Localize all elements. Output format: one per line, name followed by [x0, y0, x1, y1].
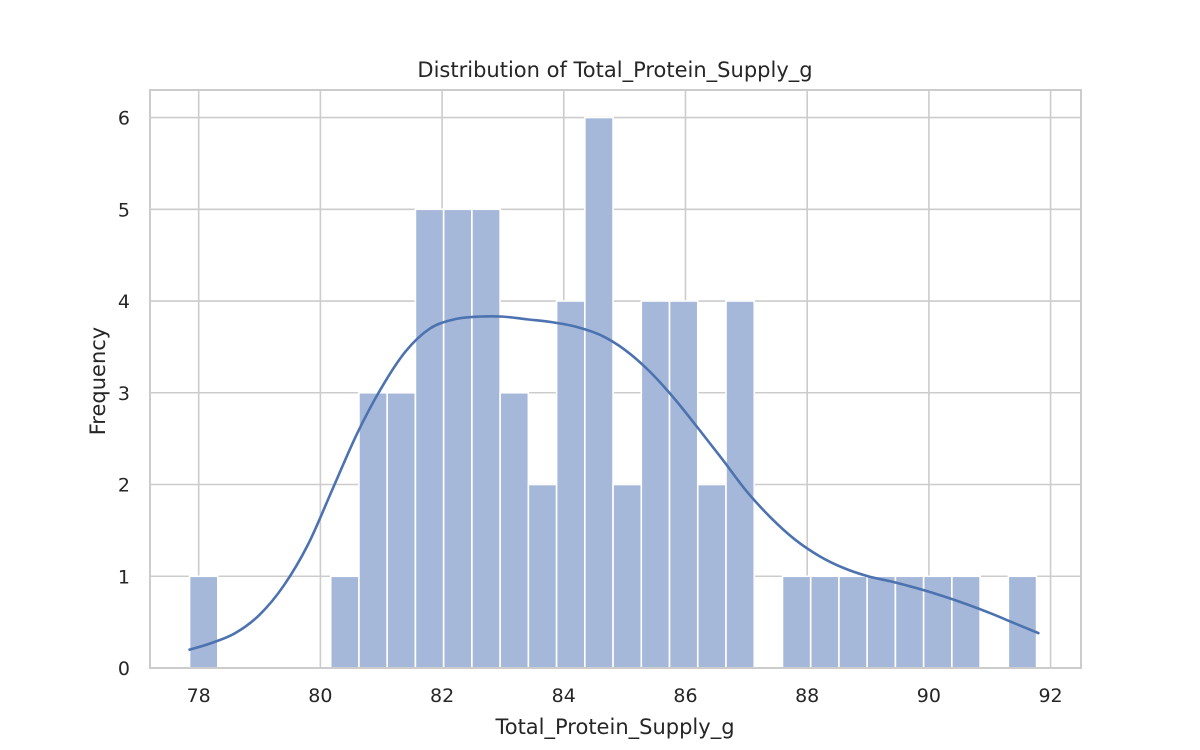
histogram-bar	[781, 575, 812, 669]
histogram-bar	[584, 116, 614, 669]
y-axis-label: Frequency	[86, 327, 110, 436]
histogram-bar	[358, 391, 388, 669]
histogram-bar	[866, 575, 897, 669]
histogram-bar	[668, 300, 699, 669]
x-tick-label: 88	[795, 685, 819, 707]
histogram-bars	[188, 116, 1038, 669]
plot-frame	[149, 89, 1082, 669]
histogram-bar	[188, 575, 219, 669]
x-tick-label: 92	[1038, 685, 1062, 707]
y-tick-label: 5	[118, 199, 130, 221]
histogram-bar	[555, 300, 586, 669]
x-tick-label: 90	[917, 685, 941, 707]
histogram-bar	[640, 300, 671, 669]
histogram-bar	[442, 208, 473, 669]
y-tick-labels: 0 1 2 3 4 5 6	[118, 108, 130, 680]
kde-curve	[188, 314, 1040, 651]
histogram-bar	[951, 575, 981, 669]
histogram-bar	[386, 391, 417, 669]
histogram-bar	[527, 483, 558, 669]
x-axis-label: Total_Protein_Supply_g	[494, 715, 734, 740]
y-tick-label: 0	[118, 658, 130, 680]
y-tick-label: 4	[118, 291, 130, 313]
histogram-bar	[499, 391, 530, 669]
y-tick-label: 2	[118, 475, 130, 497]
y-tick-label: 6	[118, 108, 130, 130]
x-tick-label: 82	[430, 685, 454, 707]
y-tick-label: 3	[118, 383, 130, 405]
x-tick-label: 86	[673, 685, 697, 707]
histogram-bar	[612, 483, 643, 669]
x-tick-labels: 78 80 82 84 86 88 90 92	[187, 685, 1063, 707]
chart-title: Distribution of Total_Protein_Supply_g	[417, 58, 812, 83]
histogram-bar	[471, 208, 501, 669]
histogram-bar	[809, 575, 840, 669]
histogram-bar	[696, 483, 727, 669]
histogram-bar	[329, 575, 360, 669]
histogram-bar	[922, 575, 953, 669]
histogram-bar	[894, 575, 925, 669]
x-tick-label: 80	[308, 685, 332, 707]
x-tick-label: 84	[552, 685, 576, 707]
histogram-bar	[414, 208, 445, 669]
histogram-bar	[838, 575, 868, 669]
y-tick-label: 1	[118, 566, 130, 588]
x-tick-label: 78	[187, 685, 211, 707]
